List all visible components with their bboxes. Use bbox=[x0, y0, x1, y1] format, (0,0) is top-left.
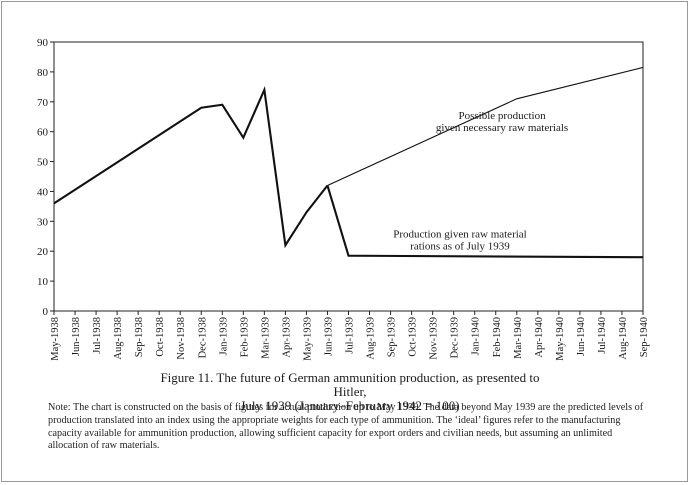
x-tick-label: Jul-1939 bbox=[345, 317, 356, 354]
x-tick-label: Sep-1940 bbox=[639, 317, 650, 357]
y-tick-label: 90 bbox=[37, 37, 49, 49]
x-tick-label: May-1939 bbox=[302, 317, 313, 361]
y-tick-label: 60 bbox=[37, 127, 49, 139]
x-tick-label: Apr-1939 bbox=[281, 317, 292, 358]
x-tick-label: Jun-1940 bbox=[576, 317, 587, 356]
y-tick-label: 30 bbox=[37, 216, 49, 228]
y-tick-label: 0 bbox=[43, 306, 49, 318]
x-tick-label: Aug-1939 bbox=[366, 317, 377, 360]
x-tick-label: Feb-1939 bbox=[239, 317, 250, 357]
figure-note: Note: The chart is constructed on the ba… bbox=[48, 402, 644, 452]
x-tick-label: May-1938 bbox=[50, 317, 61, 361]
x-tick-label: Jun-1938 bbox=[71, 317, 82, 356]
x-tick-label: Sep-1939 bbox=[387, 317, 398, 357]
x-axis: May-1938 Jun-1938 Jul-1938 Aug-1938 Sep-1938… bbox=[50, 311, 650, 361]
annotation-text: Possible production bbox=[459, 110, 547, 122]
y-tick-label: 20 bbox=[37, 246, 49, 258]
caption-line-2: July 1939 (January–February 1942 = 100) bbox=[240, 398, 460, 413]
series-line-2 bbox=[326, 185, 644, 259]
x-tick-label: Dec-1938 bbox=[197, 317, 208, 358]
y-tick-label: 40 bbox=[37, 186, 49, 198]
x-tick-label: Aug-1940 bbox=[618, 317, 629, 360]
x-tick-label: Nov-1938 bbox=[176, 317, 187, 360]
caption-line-1: Figure 11. The future of German ammuniti… bbox=[160, 370, 540, 399]
x-tick-label: Jan-1940 bbox=[471, 317, 482, 356]
annotation-text: Production given raw material bbox=[393, 228, 527, 240]
x-tick-label: Jun-1939 bbox=[323, 317, 334, 356]
series-lines bbox=[53, 66, 644, 259]
figure-caption: Figure 11. The future of German ammuniti… bbox=[150, 371, 550, 413]
y-tick-label: 10 bbox=[37, 276, 49, 288]
y-tick-label: 70 bbox=[37, 97, 49, 109]
series-line-0 bbox=[53, 85, 329, 249]
x-tick-label: Aug-1938 bbox=[113, 317, 124, 360]
x-tick-label: Jan-1939 bbox=[218, 317, 229, 356]
x-tick-label: Dec-1939 bbox=[450, 317, 461, 358]
x-tick-label: May-1940 bbox=[555, 317, 566, 361]
y-tick-label: 50 bbox=[37, 157, 49, 169]
x-tick-label: Mar-1939 bbox=[260, 317, 271, 359]
x-tick-label: Feb-1940 bbox=[492, 317, 503, 357]
annotation-text: rations as of July 1939 bbox=[410, 240, 510, 252]
plot-area-border bbox=[53, 41, 644, 312]
annotation-text: given necessary raw materials bbox=[436, 122, 568, 134]
x-tick-label: Oct-1938 bbox=[155, 317, 166, 357]
x-tick-label: Jul-1938 bbox=[92, 317, 103, 354]
x-tick-label: Apr-1940 bbox=[534, 317, 545, 358]
x-tick-label: Mar-1940 bbox=[513, 317, 524, 359]
x-tick-label: Oct-1939 bbox=[408, 317, 419, 357]
x-tick-label: Sep-1938 bbox=[134, 317, 145, 357]
x-tick-label: Jul-1940 bbox=[597, 317, 608, 354]
x-tick-label: Nov-1939 bbox=[429, 317, 440, 360]
y-tick-label: 80 bbox=[37, 67, 49, 79]
y-axis: 0 10 20 30 40 50 60 70 80 90 bbox=[37, 37, 644, 318]
series-line-1 bbox=[327, 66, 644, 186]
line-chart: 0 10 20 30 40 50 60 70 80 90 May-1938 Jun-1938 Jul-… bbox=[37, 37, 650, 361]
